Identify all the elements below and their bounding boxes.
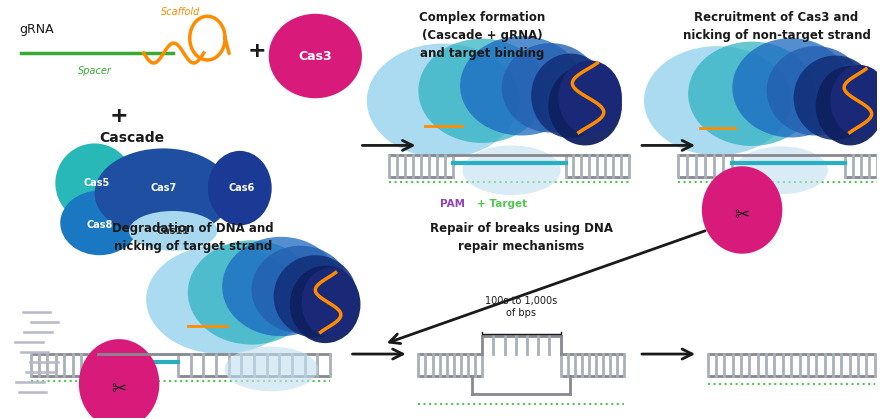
Ellipse shape xyxy=(460,36,582,135)
Ellipse shape xyxy=(188,240,315,344)
Text: ✂: ✂ xyxy=(735,206,749,224)
Ellipse shape xyxy=(146,245,298,354)
Ellipse shape xyxy=(60,191,138,255)
Ellipse shape xyxy=(302,268,358,337)
Ellipse shape xyxy=(531,54,610,138)
Text: gRNA: gRNA xyxy=(19,23,54,36)
Text: PAM: PAM xyxy=(440,199,465,209)
Text: Repair of breaks using DNA
repair mechanisms: Repair of breaks using DNA repair mechan… xyxy=(430,222,613,253)
Ellipse shape xyxy=(367,44,519,158)
Text: Cas11: Cas11 xyxy=(156,226,189,236)
Ellipse shape xyxy=(55,143,134,223)
Ellipse shape xyxy=(794,56,877,140)
Ellipse shape xyxy=(644,46,791,155)
Ellipse shape xyxy=(766,46,864,135)
Ellipse shape xyxy=(702,166,782,254)
Text: Cascade: Cascade xyxy=(99,132,164,145)
Ellipse shape xyxy=(815,66,884,145)
Text: Recruitment of Cas3 and
nicking of non-target strand: Recruitment of Cas3 and nicking of non-t… xyxy=(682,11,871,42)
Ellipse shape xyxy=(463,145,561,195)
Ellipse shape xyxy=(418,39,546,143)
Text: ✂: ✂ xyxy=(112,380,127,398)
Text: Spacer: Spacer xyxy=(78,66,112,76)
Ellipse shape xyxy=(269,14,362,98)
Ellipse shape xyxy=(129,211,217,251)
Ellipse shape xyxy=(689,41,815,146)
Text: Scaffold: Scaffold xyxy=(162,7,201,17)
Ellipse shape xyxy=(208,151,271,225)
Ellipse shape xyxy=(732,38,850,137)
Text: Cas8: Cas8 xyxy=(87,220,113,230)
Ellipse shape xyxy=(222,237,340,336)
Ellipse shape xyxy=(290,266,361,343)
Ellipse shape xyxy=(558,60,622,135)
Ellipse shape xyxy=(79,339,159,419)
Text: + Target: + Target xyxy=(477,199,527,209)
Text: Complex formation
(Cascade + gRNA)
and target binding: Complex formation (Cascade + gRNA) and t… xyxy=(419,11,546,60)
Ellipse shape xyxy=(502,43,600,132)
Ellipse shape xyxy=(252,246,350,333)
Text: Cas5: Cas5 xyxy=(83,178,110,188)
Text: +: + xyxy=(247,41,266,61)
Text: Degradation of DNA and
nicking of target strand: Degradation of DNA and nicking of target… xyxy=(112,222,273,253)
Text: Cas6: Cas6 xyxy=(229,183,255,193)
Ellipse shape xyxy=(735,146,828,194)
Text: 100s to 1,000s
of bps: 100s to 1,000s of bps xyxy=(485,296,557,318)
Ellipse shape xyxy=(273,255,357,338)
Ellipse shape xyxy=(224,347,318,391)
Ellipse shape xyxy=(548,66,622,145)
Ellipse shape xyxy=(95,148,232,238)
Text: Cas7: Cas7 xyxy=(150,183,177,193)
Text: Cas3: Cas3 xyxy=(298,49,332,62)
Ellipse shape xyxy=(830,65,889,137)
Text: +: + xyxy=(110,106,129,126)
